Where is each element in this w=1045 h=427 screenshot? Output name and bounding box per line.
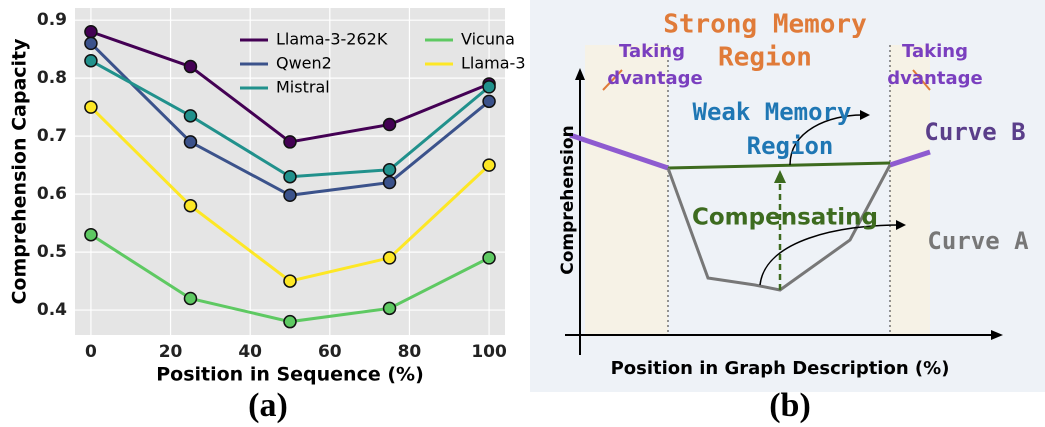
data-point xyxy=(183,291,198,306)
arrowhead xyxy=(575,68,585,80)
caption: (b) xyxy=(769,387,811,424)
right-region xyxy=(890,45,930,335)
x-tick-label: 20 xyxy=(159,342,183,362)
data-point xyxy=(183,198,198,213)
legend-label: Vicuna xyxy=(461,30,515,49)
arrowhead xyxy=(860,110,870,120)
y-tick-label: 0.7 xyxy=(37,126,67,146)
x-tick-label: 80 xyxy=(398,342,422,362)
y-tick-label: 0.6 xyxy=(37,184,67,204)
pointer xyxy=(602,69,623,91)
pointer xyxy=(759,224,899,286)
label: Taking xyxy=(619,41,685,62)
curve-b xyxy=(667,161,891,170)
x-tick-label: 40 xyxy=(238,342,262,362)
y-axis-label: Comprehension xyxy=(558,125,578,274)
data-point xyxy=(283,274,297,288)
label: Region xyxy=(718,43,812,73)
data-point xyxy=(382,175,397,190)
curve-b xyxy=(889,149,931,168)
data-point xyxy=(183,135,198,149)
y-tick-label: 0.9 xyxy=(37,10,67,30)
arrowhead xyxy=(991,330,1003,340)
diagram: Strong Memory Region Taking dvantage Tak… xyxy=(530,0,1045,392)
pointer xyxy=(789,114,863,166)
y-axis-label: Comprehension Capacity xyxy=(9,38,31,305)
legend-label: Llama-3 xyxy=(461,54,526,73)
data-point xyxy=(84,100,98,114)
label: Region xyxy=(747,132,834,160)
label: Taking xyxy=(902,41,968,62)
left-region xyxy=(585,45,668,335)
x-tick-label: 0 xyxy=(85,342,97,362)
data-point xyxy=(382,163,397,177)
data-point xyxy=(283,135,297,149)
data-point xyxy=(183,109,198,123)
y-tick-label: 0.5 xyxy=(37,242,67,262)
data-point xyxy=(482,158,496,172)
data-point xyxy=(283,314,297,329)
x-tick-label: 60 xyxy=(318,342,342,362)
label: Compensating xyxy=(692,205,878,231)
data-point xyxy=(382,251,397,265)
label: dvantage xyxy=(887,68,982,89)
label: Curve B xyxy=(924,118,1025,146)
data-point xyxy=(382,301,397,316)
legend-label: Mistral xyxy=(276,78,330,97)
label: Curve A xyxy=(927,227,1029,255)
data-point xyxy=(84,227,98,242)
data-point xyxy=(482,80,496,94)
data-point xyxy=(482,94,496,109)
data-point xyxy=(283,188,297,203)
y-tick-label: 0.4 xyxy=(37,300,67,320)
data-point xyxy=(84,36,98,51)
data-point xyxy=(283,169,297,184)
data-point xyxy=(84,54,98,68)
data-point xyxy=(84,25,98,39)
arrowhead xyxy=(774,170,786,183)
label: Strong Memory xyxy=(663,10,867,40)
data-point xyxy=(382,117,397,132)
label: dvantage xyxy=(607,68,702,89)
curve-b xyxy=(569,132,669,171)
label: Weak Memory xyxy=(693,98,852,126)
x-axis-label: Position in Sequence (%) xyxy=(156,364,424,386)
arrowhead xyxy=(896,220,906,230)
legend-label: Llama-3-262K xyxy=(276,30,388,49)
data-point xyxy=(183,59,198,74)
x-tick-label: 100 xyxy=(471,342,507,362)
caption: (a) xyxy=(248,387,288,424)
x-axis-label: Position in Graph Description (%) xyxy=(611,358,950,379)
data-point xyxy=(482,251,496,265)
legend-label: Qwen2 xyxy=(276,54,332,73)
y-tick-label: 0.8 xyxy=(37,68,67,88)
pointer xyxy=(912,69,931,91)
